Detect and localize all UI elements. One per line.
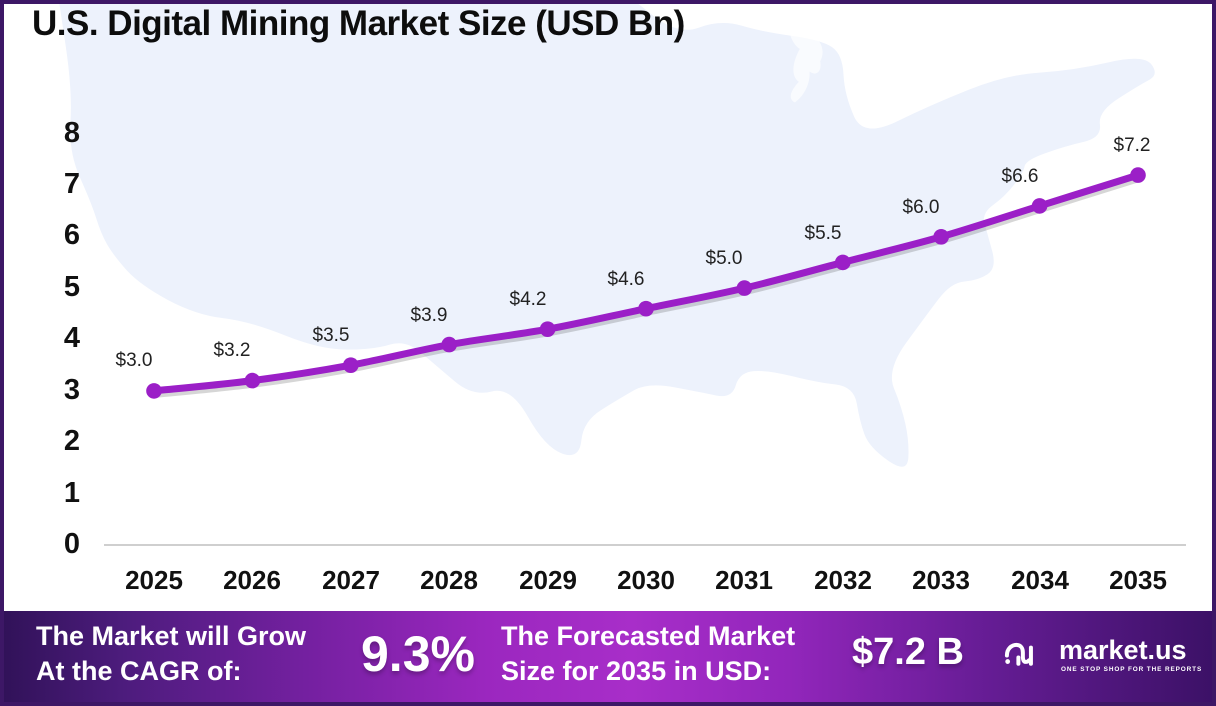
svg-text:5: 5: [64, 271, 80, 303]
svg-text:$4.2: $4.2: [510, 289, 547, 310]
svg-text:8: 8: [64, 117, 80, 149]
svg-text:4: 4: [64, 322, 80, 354]
svg-text:2028: 2028: [420, 565, 478, 595]
svg-text:2027: 2027: [322, 565, 380, 595]
svg-text:2033: 2033: [912, 565, 970, 595]
svg-text:$7.2: $7.2: [1114, 135, 1151, 156]
svg-text:$6.0: $6.0: [903, 197, 940, 218]
svg-text:$6.6: $6.6: [1002, 166, 1039, 187]
svg-text:$3.9: $3.9: [411, 305, 448, 326]
svg-text:0: 0: [64, 528, 80, 560]
svg-text:2026: 2026: [223, 565, 281, 595]
svg-text:2031: 2031: [715, 565, 773, 595]
svg-text:2034: 2034: [1011, 565, 1069, 595]
svg-text:2035: 2035: [1109, 565, 1167, 595]
svg-text:$3.5: $3.5: [313, 325, 350, 346]
svg-text:$5.0: $5.0: [706, 248, 743, 269]
svg-text:$3.2: $3.2: [214, 340, 251, 361]
svg-text:2030: 2030: [617, 565, 675, 595]
svg-text:$3.0: $3.0: [116, 350, 153, 371]
svg-text:$4.6: $4.6: [608, 269, 645, 290]
svg-text:2029: 2029: [519, 565, 577, 595]
svg-text:2025: 2025: [125, 565, 183, 595]
svg-text:2: 2: [64, 425, 80, 457]
svg-text:7: 7: [64, 168, 80, 200]
svg-text:$5.5: $5.5: [805, 223, 842, 244]
svg-text:3: 3: [64, 374, 80, 406]
svg-text:2032: 2032: [814, 565, 872, 595]
svg-text:6: 6: [64, 219, 80, 251]
svg-text:1: 1: [64, 477, 80, 509]
